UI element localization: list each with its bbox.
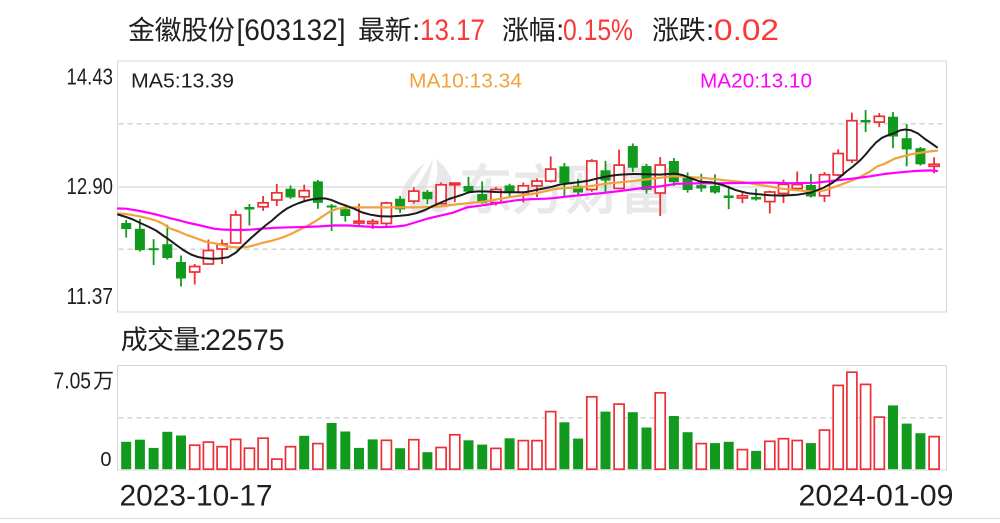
svg-text:7.05: 7.05 xyxy=(54,368,92,394)
svg-text:22575: 22575 xyxy=(205,324,285,357)
svg-text::: : xyxy=(199,324,207,357)
svg-text::: : xyxy=(556,14,564,47)
svg-text:0.02: 0.02 xyxy=(714,14,779,47)
svg-text:[603132]: [603132] xyxy=(237,14,346,47)
svg-text:MA20:13.10: MA20:13.10 xyxy=(700,71,812,93)
svg-text:13.17: 13.17 xyxy=(420,14,485,47)
svg-text:MA5:13.39: MA5:13.39 xyxy=(131,71,234,93)
svg-text:2024-01-09: 2024-01-09 xyxy=(799,480,954,513)
svg-text:12.90: 12.90 xyxy=(67,173,114,199)
svg-text:0: 0 xyxy=(100,449,111,471)
svg-text:0.15%: 0.15% xyxy=(563,14,633,47)
svg-text:MA10:13.34: MA10:13.34 xyxy=(409,71,522,93)
svg-text::: : xyxy=(706,14,714,47)
svg-text:14.43: 14.43 xyxy=(67,63,114,89)
svg-text::: : xyxy=(412,14,420,47)
svg-text:11.37: 11.37 xyxy=(67,283,114,309)
svg-text:2023-10-17: 2023-10-17 xyxy=(120,480,273,513)
